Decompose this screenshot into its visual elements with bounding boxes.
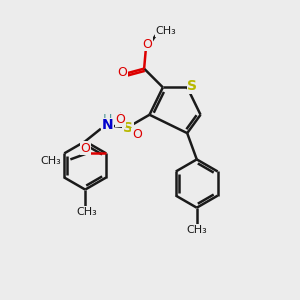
Text: S: S [188, 79, 197, 93]
Text: O: O [81, 142, 90, 154]
Text: N: N [102, 118, 114, 132]
Text: CH₃: CH₃ [41, 156, 62, 166]
Text: CH₃: CH₃ [186, 225, 207, 235]
Text: CH₃: CH₃ [76, 207, 97, 217]
Text: O: O [142, 38, 152, 51]
Text: CH₃: CH₃ [156, 26, 177, 36]
Text: O: O [132, 128, 142, 141]
Text: O: O [117, 66, 127, 79]
Text: H: H [103, 113, 112, 126]
Text: S: S [123, 121, 133, 135]
Text: O: O [116, 113, 126, 126]
